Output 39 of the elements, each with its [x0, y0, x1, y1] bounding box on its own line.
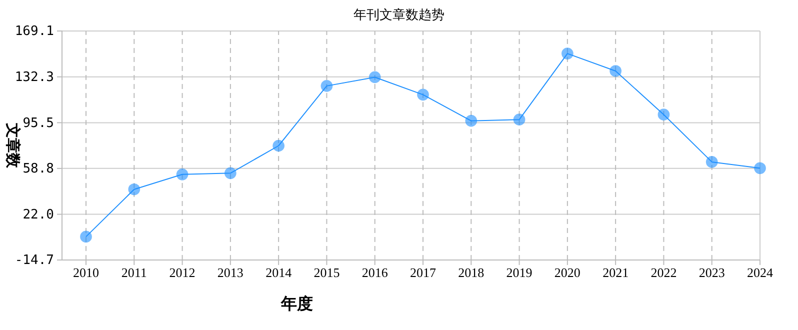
point	[176, 168, 188, 180]
x-tick-label: 2020	[554, 265, 580, 280]
point	[80, 230, 92, 243]
point	[224, 167, 236, 180]
x-tick-label: 2012	[169, 265, 196, 280]
x-tick-label: 2017	[410, 265, 436, 280]
x-tick-label: 2022	[650, 265, 677, 280]
point	[272, 140, 284, 152]
chart-title: 年刊文章数趋势	[354, 8, 444, 23]
point	[128, 183, 140, 196]
x-tick-label: 2010	[73, 265, 99, 280]
y-tick-label: 58.8	[22, 162, 54, 177]
y-tick-label: -14.7	[14, 253, 54, 268]
point	[320, 80, 333, 92]
point	[754, 162, 766, 174]
y-tick-label: 22.0	[22, 207, 54, 222]
point	[417, 88, 429, 101]
x-tick-label: 2016	[362, 265, 388, 280]
point	[465, 114, 478, 127]
y-tick-label: 95.5	[22, 116, 54, 131]
y-tick-label: 169.1	[14, 24, 54, 40]
point	[368, 71, 381, 84]
x-axis-title: 年度	[280, 294, 313, 313]
y-tick-label: 132.3	[14, 70, 54, 86]
point	[610, 65, 622, 77]
x-tick-label: 2021	[602, 265, 629, 280]
x-tick-label: 2019	[506, 265, 532, 280]
x-tick-label: 2014	[266, 265, 292, 280]
x-tick-label: 2024	[747, 265, 774, 280]
point	[562, 48, 574, 60]
point	[706, 156, 718, 168]
point	[513, 114, 526, 126]
x-tick-label: 2018	[458, 265, 484, 280]
x-tick-label: 2015	[314, 265, 340, 280]
x-tick-label: 2023	[698, 265, 725, 280]
point	[658, 108, 670, 121]
x-tick-label: 2013	[217, 265, 244, 280]
x-tick-label: 2011	[121, 265, 147, 280]
y-axis-title: 文章数	[4, 122, 22, 169]
